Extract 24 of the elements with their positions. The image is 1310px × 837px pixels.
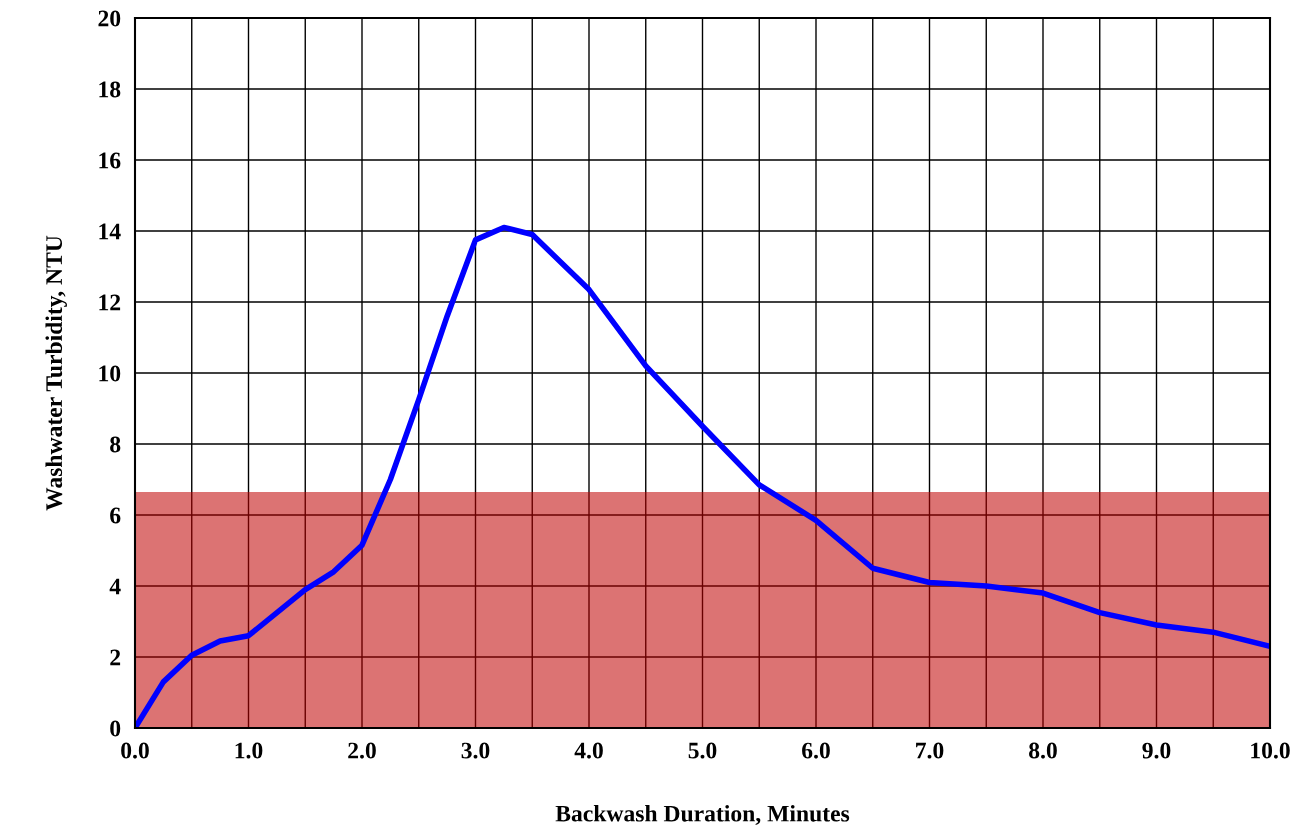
y-tick-label: 14 bbox=[99, 223, 121, 240]
y-tick-label: 20 bbox=[98, 10, 121, 27]
y-tick-label: 0 bbox=[110, 720, 121, 737]
y-tick-label: 12 bbox=[99, 294, 121, 311]
x-axis-title: Backwash Duration, Minutes bbox=[555, 804, 850, 826]
x-tick-label: 6.0 bbox=[802, 742, 830, 759]
x-tick-label: 7.0 bbox=[916, 742, 944, 759]
y-tick-label: 16 bbox=[99, 152, 121, 169]
y-tick-label: 8 bbox=[110, 436, 121, 453]
x-tick-label: 10.0 bbox=[1251, 742, 1290, 759]
y-tick-label: 4 bbox=[109, 578, 121, 595]
y-tick-label: 2 bbox=[110, 649, 121, 666]
x-tick-label: 1.0 bbox=[235, 742, 263, 759]
x-tick-label: 5.0 bbox=[688, 742, 717, 759]
y-tick-label: 6 bbox=[110, 507, 121, 524]
y-tick-label: 10 bbox=[99, 365, 121, 382]
x-tick-label: 4.0 bbox=[574, 742, 603, 759]
x-tick-label: 9.0 bbox=[1142, 742, 1171, 759]
x-tick-label: 0.0 bbox=[121, 742, 149, 759]
y-axis-title: Washwater Turbidity, NTU bbox=[45, 235, 67, 511]
x-tick-label: 3.0 bbox=[461, 742, 490, 759]
x-tick-label: 2.0 bbox=[348, 742, 376, 759]
y-tick-label: 18 bbox=[99, 81, 121, 98]
x-tick-label: 8.0 bbox=[1029, 742, 1057, 759]
